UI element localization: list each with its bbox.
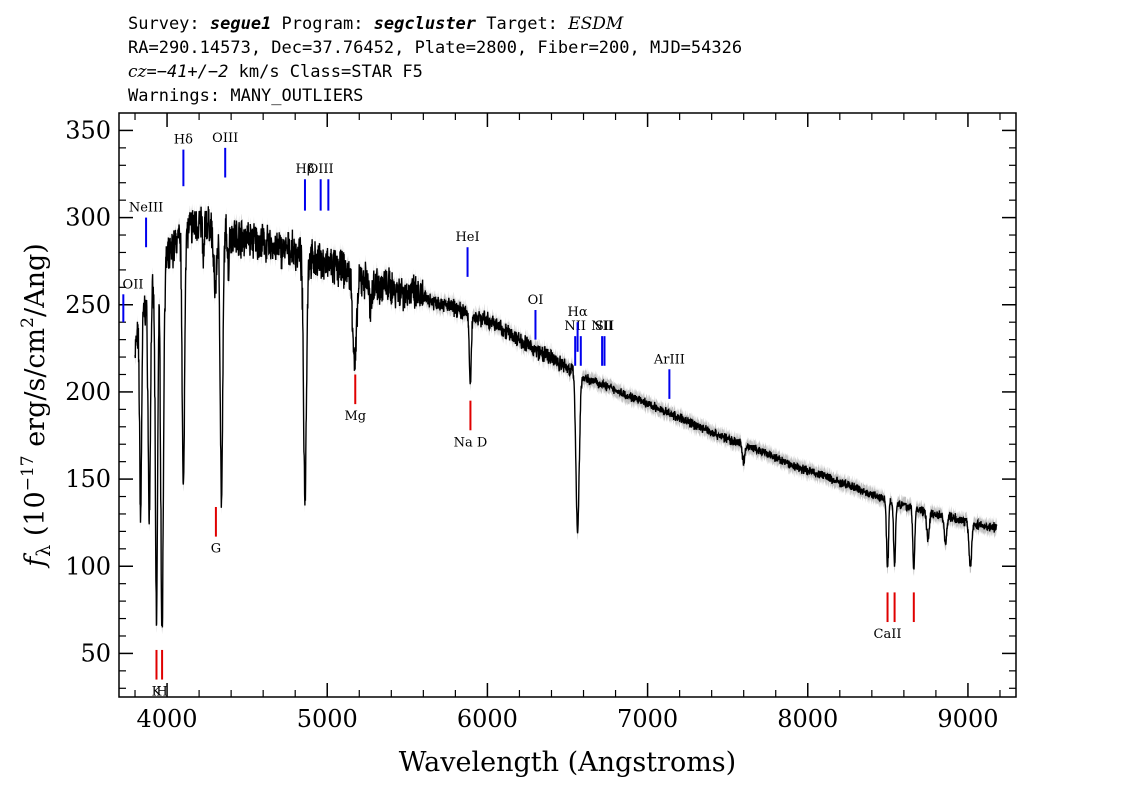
x-tick-label: 6000 <box>457 705 518 733</box>
absorption_lines-label: G <box>211 542 221 557</box>
y-title-sub: λ <box>33 545 55 557</box>
program-label: Program: <box>271 14 373 34</box>
emission_lines-label: OIII <box>212 131 238 146</box>
cz-unit: km/s <box>228 62 279 82</box>
emission_lines-label: ArIII <box>653 352 685 367</box>
emission_lines-label: NeIII <box>129 201 163 216</box>
absorption_lines-label: Mg <box>344 409 366 424</box>
emission_lines-label: NII <box>591 319 613 334</box>
y-title-exp1: −17 <box>18 455 38 491</box>
y-tick-label: 200 <box>65 378 111 406</box>
x-tick-label: 7000 <box>617 705 678 733</box>
header-line-3: cz=−41+/−2 km/s Class=STAR F5 <box>128 62 423 82</box>
y-tick-label: 50 <box>80 639 111 667</box>
emission_lines-label: HeI <box>455 230 479 245</box>
x-tick-label: 8000 <box>777 705 838 733</box>
emission_lines-label: Hβ <box>296 162 315 177</box>
y-title-units2: erg/s/cm <box>20 328 51 456</box>
y-tick-label: 150 <box>65 465 111 493</box>
target-label: Target: <box>476 14 568 34</box>
emission_lines-label: NII <box>564 319 586 334</box>
y-tick-label: 250 <box>65 291 111 319</box>
cz-value: =−41+/−2 <box>146 62 228 82</box>
target-value: ESDM <box>567 14 624 34</box>
emission_lines-label: Hα <box>568 305 588 320</box>
absorption_lines-label: K <box>152 685 162 700</box>
absorption_lines-label: CaII <box>874 627 902 642</box>
error-band-area <box>135 199 997 635</box>
y-title-units3: /Ang) <box>20 243 51 317</box>
emission_lines-label: OII <box>123 277 144 292</box>
spectrum-line <box>134 206 998 628</box>
x-tick-label: 4000 <box>137 705 198 733</box>
header-line-1: Survey: segue1 Program: segcluster Targe… <box>128 14 624 34</box>
axis-ticks: 4000 5000 6000 7000 8000 9000 50 100 150 200 250 30… <box>65 113 1016 733</box>
header-line-2: RA=290.14573, Dec=37.76452, Plate=2800, … <box>128 38 742 58</box>
absorption_lines-label: Na D <box>454 435 488 450</box>
y-title-units: (10 <box>20 491 51 544</box>
y-title-exp2: 2 <box>18 317 38 328</box>
error-band <box>135 199 997 635</box>
header-line-4: Warnings: MANY_OUTLIERS <box>128 86 363 106</box>
emission_lines-label: OI <box>528 293 544 308</box>
emission_lines-label: OIII <box>308 162 334 177</box>
cz-label: cz <box>128 62 148 82</box>
absorption_lines-label: H <box>156 685 167 700</box>
plot-frame <box>118 112 1017 698</box>
x-tick-label: 5000 <box>297 705 358 733</box>
emission_lines-label: SII <box>595 319 614 334</box>
x-tick-label: 9000 <box>937 705 998 733</box>
y-tick-label: 350 <box>65 116 111 144</box>
star-class: Class=STAR F5 <box>280 62 423 82</box>
survey-value: segue1 <box>210 14 271 34</box>
survey-label: Survey: <box>128 14 210 34</box>
y-tick-label: 100 <box>65 552 111 580</box>
y-axis-title: fλ (10−17 erg/s/cm2/Ang) <box>18 243 55 569</box>
y-tick-label: 300 <box>65 204 111 232</box>
emission_lines-label: Hδ <box>174 133 193 148</box>
program-value: segcluster <box>374 14 477 34</box>
spectrum-path <box>134 206 998 628</box>
x-axis-title: Wavelength (Angstroms) <box>399 747 736 778</box>
